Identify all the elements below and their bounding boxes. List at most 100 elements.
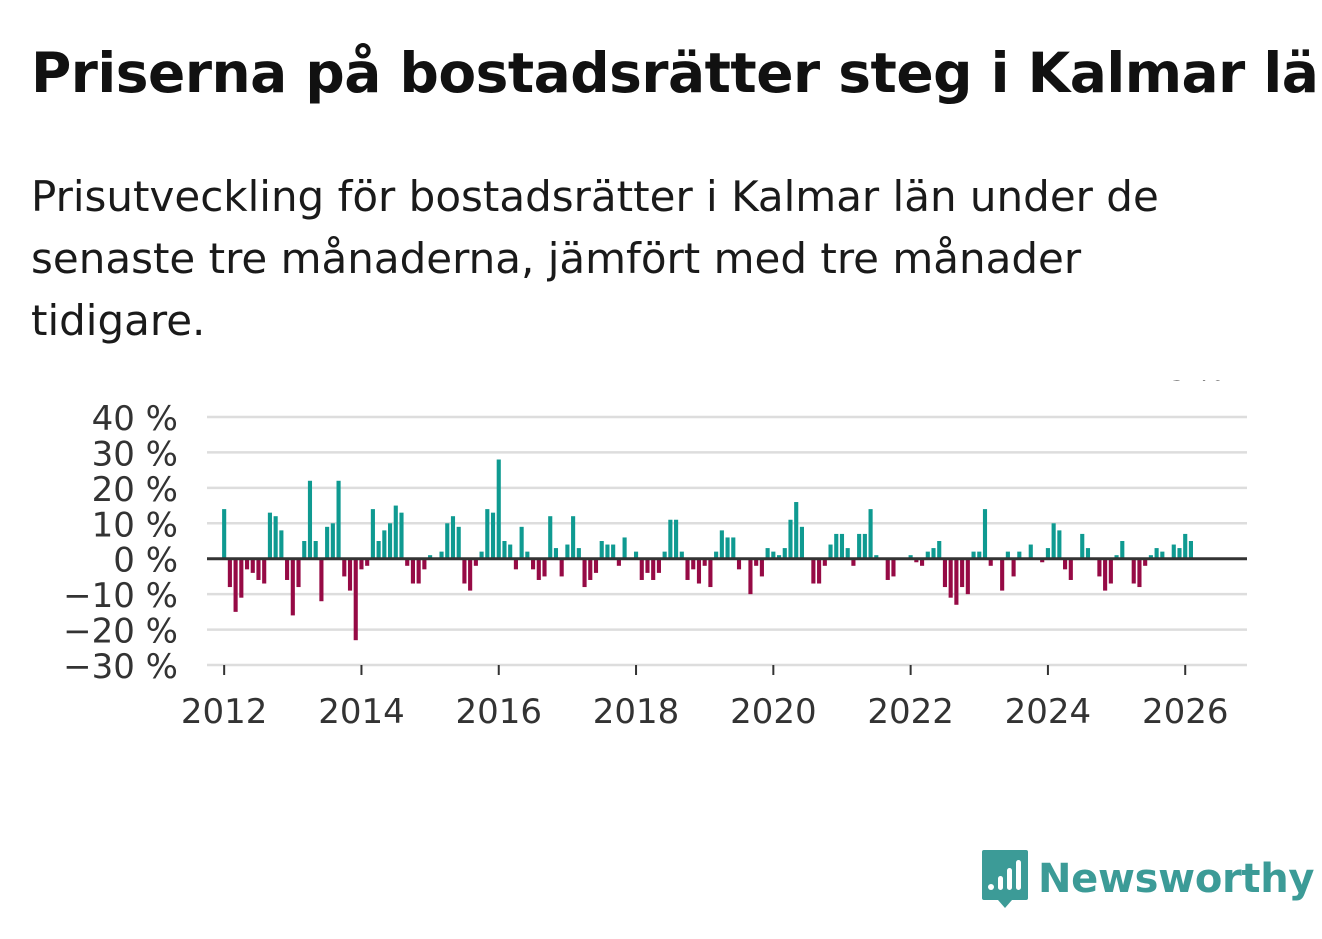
bar xyxy=(428,555,433,559)
bar xyxy=(387,523,393,559)
y-tick-label: 30 % xyxy=(92,434,178,474)
bar xyxy=(1051,523,1056,559)
bar xyxy=(1011,558,1016,577)
newsworthy-brand: Newsworthy xyxy=(980,848,1315,910)
bar xyxy=(462,558,467,584)
bar xyxy=(908,555,913,559)
bar xyxy=(342,558,347,577)
x-tick-label: 2022 xyxy=(867,692,954,732)
bar xyxy=(376,541,381,559)
bar xyxy=(1177,548,1182,559)
bar xyxy=(725,537,730,559)
bar xyxy=(542,558,547,577)
bar xyxy=(822,558,827,566)
bar xyxy=(490,512,496,559)
bar xyxy=(599,541,604,559)
bar xyxy=(702,558,707,566)
bar xyxy=(771,551,776,559)
bar xyxy=(1000,558,1005,591)
bar xyxy=(794,502,799,559)
bar xyxy=(1160,551,1165,559)
x-tick-label: 2016 xyxy=(455,692,542,732)
bar xyxy=(960,558,965,588)
bar xyxy=(410,558,415,584)
bar xyxy=(1068,558,1073,580)
bar xyxy=(691,558,696,570)
bar xyxy=(336,480,341,559)
bar xyxy=(942,558,948,588)
bar xyxy=(393,505,398,559)
chart-subtitle: Prisutveckling för bostadsrätter i Kalma… xyxy=(31,172,1159,345)
bar xyxy=(754,558,759,566)
bar xyxy=(988,558,993,566)
bar xyxy=(227,558,232,588)
bar xyxy=(468,558,473,591)
y-tick-label: −30 % xyxy=(63,647,178,687)
bar xyxy=(1188,541,1193,559)
bar xyxy=(445,523,450,559)
bar xyxy=(668,519,673,559)
bar xyxy=(788,519,793,559)
bar xyxy=(273,516,278,559)
bar xyxy=(256,558,261,580)
bar xyxy=(250,558,255,573)
bar xyxy=(296,558,301,588)
bar xyxy=(405,558,410,566)
bar xyxy=(531,558,536,570)
bar xyxy=(1154,548,1159,559)
bar xyxy=(382,530,387,559)
bar xyxy=(605,544,610,559)
bar xyxy=(1028,544,1033,559)
x-tick-label: 2026 xyxy=(1142,692,1229,732)
bar xyxy=(290,558,295,616)
bar xyxy=(485,509,490,559)
bar xyxy=(588,558,593,580)
bar xyxy=(222,509,227,559)
bar xyxy=(977,551,982,559)
bar xyxy=(307,480,313,559)
bar xyxy=(685,558,690,580)
bar xyxy=(645,558,650,573)
bar xyxy=(279,530,284,559)
bar xyxy=(553,548,559,559)
bar xyxy=(851,558,856,566)
bar xyxy=(834,533,839,559)
bar xyxy=(319,558,324,602)
bar xyxy=(971,551,976,559)
bar xyxy=(862,533,867,559)
bar xyxy=(267,512,272,559)
bar xyxy=(1131,558,1136,584)
bar-chart-speech-bubble-icon xyxy=(982,850,1028,908)
bar xyxy=(639,558,644,580)
bar xyxy=(1057,530,1062,559)
bars xyxy=(222,459,1193,641)
bar xyxy=(662,551,667,559)
bar xyxy=(1108,558,1113,584)
bar xyxy=(422,558,427,570)
bar xyxy=(954,558,959,605)
bar xyxy=(571,516,576,559)
bar xyxy=(353,558,358,641)
bar xyxy=(674,519,679,559)
bar xyxy=(736,558,742,570)
bar xyxy=(679,551,684,559)
bar xyxy=(285,558,290,580)
bar xyxy=(656,558,661,573)
bar xyxy=(1143,558,1148,566)
x-tick-label: 2014 xyxy=(318,692,405,732)
bar xyxy=(1063,558,1068,570)
bar xyxy=(857,533,862,559)
bar xyxy=(748,558,753,595)
bar xyxy=(651,558,656,580)
bar xyxy=(799,526,804,559)
bar xyxy=(811,558,816,584)
bar xyxy=(1005,551,1010,559)
bar xyxy=(925,551,930,559)
bar xyxy=(1114,555,1119,559)
y-tick-label: 10 % xyxy=(92,505,178,545)
bar xyxy=(611,544,616,559)
y-tick-label: 40 % xyxy=(92,399,178,439)
labels: 40 %30 %20 %10 %0 %−10 %−20 %−30 %2012 20… xyxy=(63,380,1228,732)
bar xyxy=(262,558,267,584)
bar xyxy=(330,523,335,559)
